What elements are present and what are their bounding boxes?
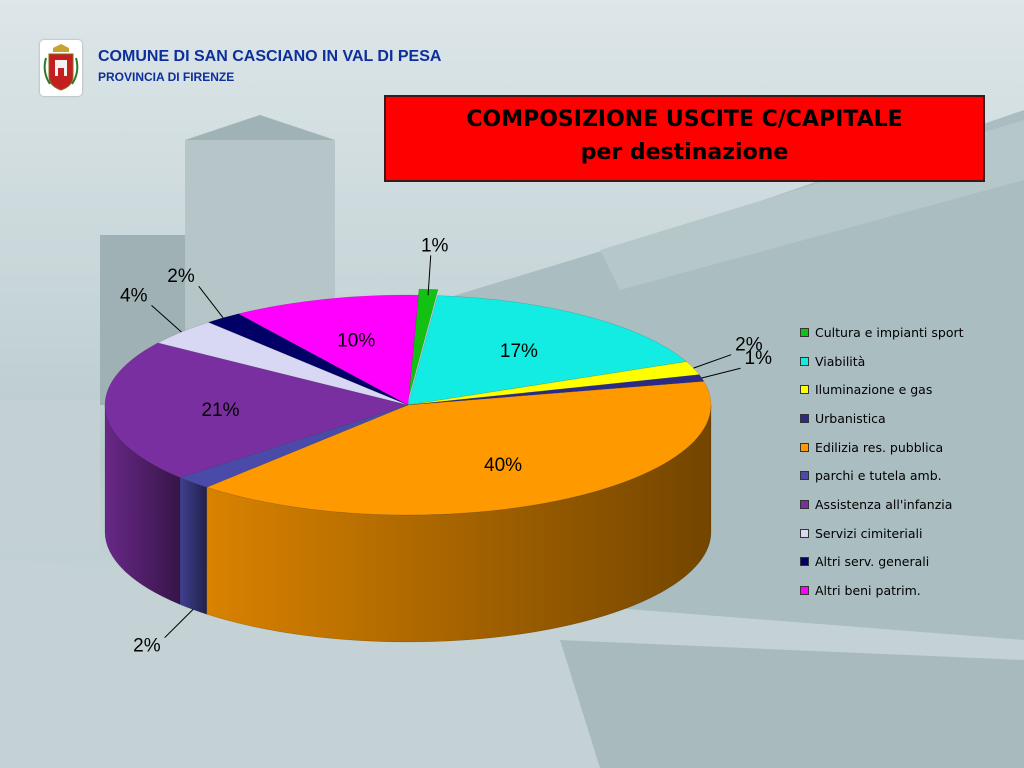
org-sub: PROVINCIA DI FIRENZE	[98, 70, 235, 84]
legend-swatch	[800, 528, 809, 538]
chart-legend: Cultura e impianti sport Viabilità Ilumina…	[800, 318, 1015, 605]
legend-item-altri-beni-patrim: Altri beni patrim.	[800, 576, 1015, 605]
data-label-altri-beni-patrim: 10%	[337, 330, 375, 351]
legend-label: Altri beni patrim.	[815, 583, 921, 599]
leader-line-servizi-cimiteriali	[151, 305, 182, 333]
chart-title: COMPOSIZIONE USCITE C/CAPITALE	[466, 107, 903, 132]
legend-item-iluminazione-e-gas: Iluminazione e gas	[800, 375, 1015, 404]
pie-slice-altri-serv-generali	[207, 313, 409, 406]
legend-item-altri-serv-generali: Altri serv. generali	[800, 548, 1015, 577]
legend-label: Cultura e impianti sport	[815, 324, 964, 340]
legend-label: Edilizia res. pubblica	[815, 439, 944, 455]
pie-side-edilizia-res-pubblica	[206, 404, 712, 643]
leader-line-parchi-e-tutela-amb	[164, 609, 194, 639]
leader-line-cultura-e-impianti-sport	[427, 255, 432, 296]
legend-swatch	[800, 557, 809, 567]
legend-item-cultura-e-impianti-sport: Cultura e impianti sport	[800, 318, 1015, 347]
legend-item-viabilit: Viabilità	[800, 347, 1015, 376]
municipal-crest-icon	[40, 40, 82, 96]
legend-label: parchi e tutela amb.	[815, 468, 942, 484]
leader-line-iluminazione-e-gas	[693, 354, 732, 369]
data-label-viabilit: 17%	[500, 341, 538, 362]
pie-side-parchi-e-tutela-amb	[179, 477, 208, 615]
pie-slice-iluminazione-e-gas	[407, 361, 700, 406]
chart-title-box: COMPOSIZIONE USCITE C/CAPITALE per desti…	[384, 95, 985, 182]
pie-slice-parchi-e-tutela-amb	[179, 404, 409, 488]
legend-item-assistenza-all-infanzia: Assistenza all'infanzia	[800, 490, 1015, 519]
data-label-servizi-cimiteriali: 4%	[120, 285, 148, 306]
legend-swatch	[800, 327, 809, 337]
data-label-altri-serv-generali: 2%	[167, 266, 195, 287]
data-label-parchi-e-tutela-amb: 2%	[133, 636, 161, 657]
pie-slice-servizi-cimiteriali	[157, 321, 409, 406]
legend-label: Urbanistica	[815, 410, 886, 426]
legend-item-servizi-cimiteriali: Servizi cimiteriali	[800, 519, 1015, 548]
legend-item-edilizia-res-pubblica: Edilizia res. pubblica	[800, 433, 1015, 462]
legend-label: Assistenza all'infanzia	[815, 496, 953, 512]
legend-swatch	[800, 499, 809, 509]
legend-swatch	[800, 442, 809, 452]
pie-slice-assistenza-all-infanzia	[104, 342, 409, 478]
legend-swatch	[800, 385, 809, 395]
legend-swatch	[800, 471, 809, 481]
legend-label: Altri serv. generali	[815, 554, 930, 570]
legend-label: Iluminazione e gas	[815, 382, 933, 398]
leader-line-urbanistica	[701, 367, 741, 379]
legend-item-urbanistica: Urbanistica	[800, 404, 1015, 433]
legend-label: Viabilità	[815, 353, 866, 369]
pie-slice-edilizia-res-pubblica	[206, 381, 712, 516]
chart-subtitle: per destinazione	[580, 140, 789, 165]
org-name: COMUNE DI SAN CASCIANO IN VAL DI PESA	[98, 48, 442, 65]
legend-swatch	[800, 413, 809, 423]
legend-label: Servizi cimiteriali	[815, 525, 923, 541]
pie-slice-altri-beni-patrim	[237, 294, 419, 406]
legend-swatch	[800, 586, 809, 596]
leader-line-altri-serv-generali	[198, 285, 224, 319]
data-label-iluminazione-e-gas: 2%	[735, 335, 763, 356]
legend-swatch	[800, 356, 809, 366]
data-label-cultura-e-impianti-sport: 1%	[421, 235, 449, 256]
data-label-urbanistica: 1%	[745, 348, 773, 369]
data-label-assistenza-all-infanzia: 21%	[201, 400, 239, 421]
legend-item-parchi-e-tutela-amb: parchi e tutela amb.	[800, 461, 1015, 490]
data-label-edilizia-res-pubblica: 40%	[484, 455, 522, 476]
pie-slice-viabilit	[407, 295, 688, 406]
